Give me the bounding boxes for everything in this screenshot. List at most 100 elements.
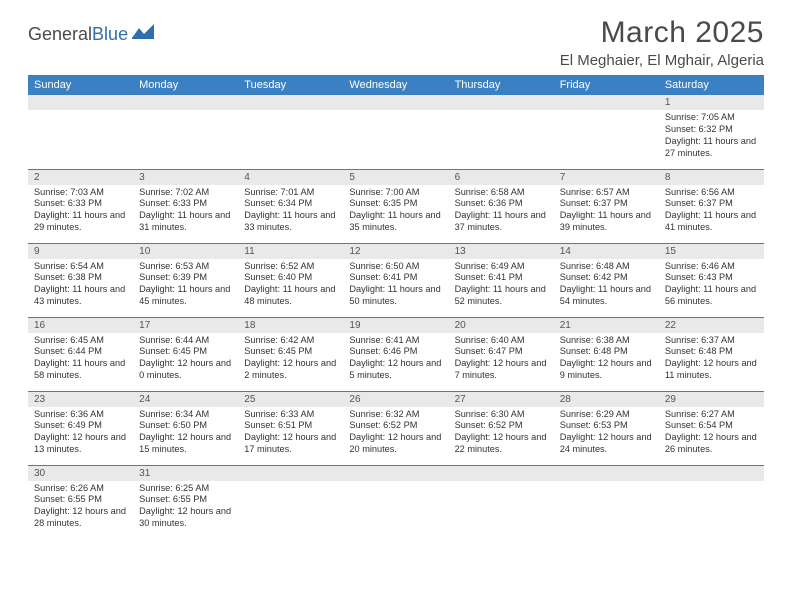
calendar-cell: 11Sunrise: 6:52 AMSunset: 6:40 PMDayligh… xyxy=(238,243,343,317)
day-body xyxy=(659,481,764,535)
sunset-text: Sunset: 6:51 PM xyxy=(244,420,337,432)
sunrise-text: Sunrise: 7:00 AM xyxy=(349,187,442,199)
sunset-text: Sunset: 6:43 PM xyxy=(665,272,758,284)
day-body: Sunrise: 6:36 AMSunset: 6:49 PMDaylight:… xyxy=(28,407,133,461)
sunset-text: Sunset: 6:41 PM xyxy=(455,272,548,284)
sunset-text: Sunset: 6:37 PM xyxy=(665,198,758,210)
day-number: 24 xyxy=(133,392,238,407)
sunset-text: Sunset: 6:42 PM xyxy=(560,272,653,284)
day-number: 26 xyxy=(343,392,448,407)
calendar-cell xyxy=(449,465,554,539)
day-number: 4 xyxy=(238,170,343,185)
day-number xyxy=(554,95,659,110)
logo-text-blue: Blue xyxy=(92,24,128,45)
sunset-text: Sunset: 6:40 PM xyxy=(244,272,337,284)
day-number: 10 xyxy=(133,244,238,259)
daylight-text: Daylight: 11 hours and 58 minutes. xyxy=(34,358,127,382)
day-number xyxy=(659,466,764,481)
sunset-text: Sunset: 6:45 PM xyxy=(139,346,232,358)
day-body: Sunrise: 6:52 AMSunset: 6:40 PMDaylight:… xyxy=(238,259,343,313)
sunrise-text: Sunrise: 6:25 AM xyxy=(139,483,232,495)
day-number: 30 xyxy=(28,466,133,481)
day-number: 14 xyxy=(554,244,659,259)
day-number: 22 xyxy=(659,318,764,333)
day-body: Sunrise: 6:25 AMSunset: 6:55 PMDaylight:… xyxy=(133,481,238,535)
day-body xyxy=(343,110,448,164)
day-number xyxy=(238,95,343,110)
day-body: Sunrise: 6:45 AMSunset: 6:44 PMDaylight:… xyxy=(28,333,133,387)
sunset-text: Sunset: 6:50 PM xyxy=(139,420,232,432)
day-body: Sunrise: 7:02 AMSunset: 6:33 PMDaylight:… xyxy=(133,185,238,239)
day-body: Sunrise: 7:05 AMSunset: 6:32 PMDaylight:… xyxy=(659,110,764,164)
calendar-cell xyxy=(449,95,554,169)
day-body: Sunrise: 6:44 AMSunset: 6:45 PMDaylight:… xyxy=(133,333,238,387)
calendar-body: 1Sunrise: 7:05 AMSunset: 6:32 PMDaylight… xyxy=(28,95,764,539)
day-number: 31 xyxy=(133,466,238,481)
day-number: 23 xyxy=(28,392,133,407)
calendar-cell: 1Sunrise: 7:05 AMSunset: 6:32 PMDaylight… xyxy=(659,95,764,169)
calendar-cell xyxy=(238,95,343,169)
day-number: 9 xyxy=(28,244,133,259)
day-number xyxy=(133,95,238,110)
sunset-text: Sunset: 6:37 PM xyxy=(560,198,653,210)
daylight-text: Daylight: 11 hours and 29 minutes. xyxy=(34,210,127,234)
sunset-text: Sunset: 6:34 PM xyxy=(244,198,337,210)
calendar-cell: 4Sunrise: 7:01 AMSunset: 6:34 PMDaylight… xyxy=(238,169,343,243)
sunrise-text: Sunrise: 6:56 AM xyxy=(665,187,758,199)
day-number xyxy=(449,95,554,110)
weekday-header: Thursday xyxy=(449,75,554,95)
day-body xyxy=(343,481,448,535)
daylight-text: Daylight: 12 hours and 30 minutes. xyxy=(139,506,232,530)
calendar-cell: 25Sunrise: 6:33 AMSunset: 6:51 PMDayligh… xyxy=(238,391,343,465)
day-body xyxy=(238,110,343,164)
calendar-cell: 6Sunrise: 6:58 AMSunset: 6:36 PMDaylight… xyxy=(449,169,554,243)
sunrise-text: Sunrise: 7:05 AM xyxy=(665,112,758,124)
sunrise-text: Sunrise: 6:49 AM xyxy=(455,261,548,273)
daylight-text: Daylight: 12 hours and 20 minutes. xyxy=(349,432,442,456)
logo: GeneralBlue xyxy=(28,24,156,45)
sunrise-text: Sunrise: 6:29 AM xyxy=(560,409,653,421)
sunrise-text: Sunrise: 6:26 AM xyxy=(34,483,127,495)
calendar-cell: 22Sunrise: 6:37 AMSunset: 6:48 PMDayligh… xyxy=(659,317,764,391)
day-body: Sunrise: 6:27 AMSunset: 6:54 PMDaylight:… xyxy=(659,407,764,461)
daylight-text: Daylight: 12 hours and 7 minutes. xyxy=(455,358,548,382)
calendar-cell: 8Sunrise: 6:56 AMSunset: 6:37 PMDaylight… xyxy=(659,169,764,243)
calendar-cell: 27Sunrise: 6:30 AMSunset: 6:52 PMDayligh… xyxy=(449,391,554,465)
day-body: Sunrise: 6:37 AMSunset: 6:48 PMDaylight:… xyxy=(659,333,764,387)
sunrise-text: Sunrise: 6:52 AM xyxy=(244,261,337,273)
daylight-text: Daylight: 12 hours and 2 minutes. xyxy=(244,358,337,382)
sunrise-text: Sunrise: 6:33 AM xyxy=(244,409,337,421)
day-body: Sunrise: 7:00 AMSunset: 6:35 PMDaylight:… xyxy=(343,185,448,239)
daylight-text: Daylight: 12 hours and 15 minutes. xyxy=(139,432,232,456)
day-number: 6 xyxy=(449,170,554,185)
day-body xyxy=(449,110,554,164)
weekday-header: Wednesday xyxy=(343,75,448,95)
weekday-header: Sunday xyxy=(28,75,133,95)
day-body: Sunrise: 6:53 AMSunset: 6:39 PMDaylight:… xyxy=(133,259,238,313)
daylight-text: Daylight: 11 hours and 54 minutes. xyxy=(560,284,653,308)
calendar-cell xyxy=(28,95,133,169)
sunrise-text: Sunrise: 6:34 AM xyxy=(139,409,232,421)
day-body: Sunrise: 6:46 AMSunset: 6:43 PMDaylight:… xyxy=(659,259,764,313)
day-body: Sunrise: 6:49 AMSunset: 6:41 PMDaylight:… xyxy=(449,259,554,313)
day-number: 12 xyxy=(343,244,448,259)
day-number: 5 xyxy=(343,170,448,185)
day-number: 18 xyxy=(238,318,343,333)
sunrise-text: Sunrise: 6:30 AM xyxy=(455,409,548,421)
sunrise-text: Sunrise: 6:44 AM xyxy=(139,335,232,347)
day-number: 7 xyxy=(554,170,659,185)
sunrise-text: Sunrise: 6:48 AM xyxy=(560,261,653,273)
day-number: 1 xyxy=(659,95,764,110)
daylight-text: Daylight: 12 hours and 9 minutes. xyxy=(560,358,653,382)
day-number: 11 xyxy=(238,244,343,259)
day-number xyxy=(343,466,448,481)
sunrise-text: Sunrise: 6:41 AM xyxy=(349,335,442,347)
weekday-header: Saturday xyxy=(659,75,764,95)
day-body: Sunrise: 6:26 AMSunset: 6:55 PMDaylight:… xyxy=(28,481,133,535)
day-body xyxy=(449,481,554,535)
daylight-text: Daylight: 12 hours and 24 minutes. xyxy=(560,432,653,456)
day-body: Sunrise: 6:30 AMSunset: 6:52 PMDaylight:… xyxy=(449,407,554,461)
calendar-cell xyxy=(343,95,448,169)
calendar-cell: 20Sunrise: 6:40 AMSunset: 6:47 PMDayligh… xyxy=(449,317,554,391)
calendar-cell: 23Sunrise: 6:36 AMSunset: 6:49 PMDayligh… xyxy=(28,391,133,465)
